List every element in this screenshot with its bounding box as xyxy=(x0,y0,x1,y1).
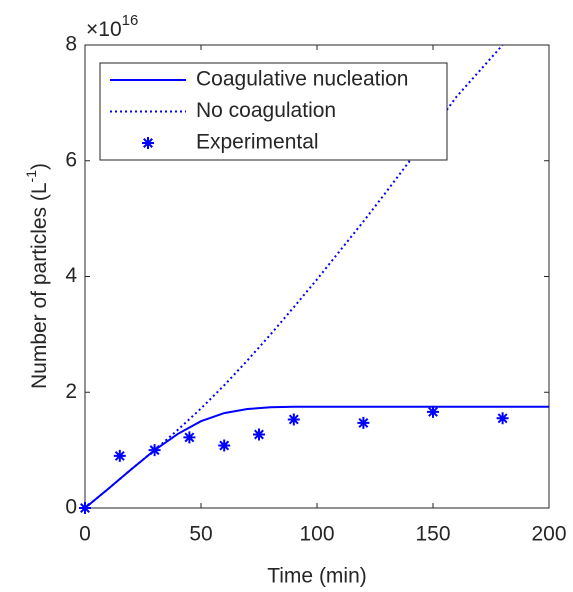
legend-label: Coagulative nucleation xyxy=(196,68,408,91)
legend: Coagulative nucleation No coagulation Expe… xyxy=(99,62,448,161)
y-tick-label: 2 xyxy=(65,380,77,403)
marker xyxy=(357,416,370,429)
marker xyxy=(427,405,439,418)
marker xyxy=(287,413,300,426)
legend-label: No coagulation xyxy=(196,99,336,122)
y-tick-label: 6 xyxy=(65,148,77,171)
x-tick-label: 200 xyxy=(531,523,566,546)
y-multiplier-exponent: 16 xyxy=(122,12,139,29)
legend-marker xyxy=(142,137,154,149)
marker xyxy=(79,502,91,514)
legend-label: Experimental xyxy=(196,131,319,154)
marker xyxy=(218,439,231,452)
y-axis-label-main: Number of particles (L xyxy=(28,182,51,389)
marker xyxy=(253,428,265,441)
x-tick-label: 150 xyxy=(415,523,450,546)
x-tick-label: 100 xyxy=(299,523,334,546)
y-tick-label: 4 xyxy=(65,264,77,287)
marker xyxy=(113,449,126,462)
y-axis-label: Number of particles (L-1) xyxy=(23,163,51,389)
y-multiplier-base: ×10 xyxy=(86,18,122,41)
x-tick-label: 50 xyxy=(189,523,212,546)
y-tick-label: 0 xyxy=(65,496,77,519)
marker xyxy=(148,444,161,457)
x-axis-label: Time (min) xyxy=(267,565,367,588)
marker xyxy=(183,431,196,444)
y-multiplier: ×1016 xyxy=(86,12,138,41)
x-tick-label: 0 xyxy=(79,523,91,546)
marker xyxy=(496,412,509,425)
y-axis-label-end: ) xyxy=(28,163,51,170)
y-axis-label-sup: -1 xyxy=(23,170,39,183)
y-tick-label: 8 xyxy=(65,33,77,56)
